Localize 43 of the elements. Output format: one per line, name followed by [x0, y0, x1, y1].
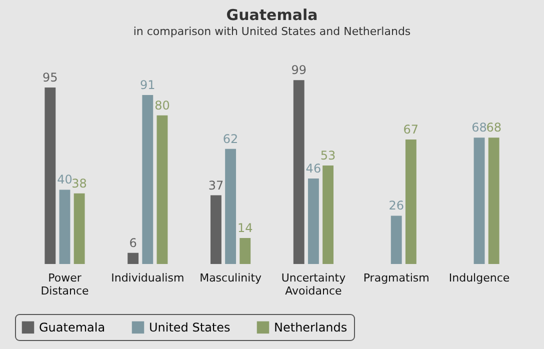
bar: [322, 166, 334, 264]
legend-label: Netherlands: [274, 320, 348, 334]
x-tick-label: Uncertainty Avoidance: [281, 272, 346, 298]
data-label: 91: [140, 78, 156, 92]
bar: [59, 190, 70, 264]
x-tick-label: Pragmatism: [363, 272, 430, 284]
chart-title: Guatemala: [226, 6, 318, 24]
data-label: 6: [129, 236, 137, 250]
bar: [156, 115, 168, 264]
legend-label: Guatemala: [39, 320, 106, 334]
chart-subtitle: in comparison with United States and Netherlands: [133, 25, 411, 38]
bar: [405, 140, 416, 264]
data-label: 14: [237, 220, 253, 235]
data-label: 46: [306, 162, 322, 176]
bar: [390, 216, 402, 264]
bar: [74, 193, 85, 264]
data-label: 53: [320, 148, 336, 163]
data-label: 68: [486, 120, 502, 135]
bar: [225, 148, 236, 264]
data-label: 26: [388, 198, 404, 213]
data-label: 37: [208, 178, 224, 192]
data-label: 95: [42, 70, 58, 85]
x-tick-label: Masculinity: [200, 272, 262, 284]
bar: [44, 88, 56, 264]
bar: [240, 238, 251, 264]
data-label: 38: [72, 176, 87, 190]
data-label: 99: [291, 63, 307, 78]
x-tick-label: Individualism: [111, 272, 184, 284]
bar: [488, 138, 500, 264]
legend-label: United States: [149, 320, 230, 334]
x-tick-label: Indulgence: [448, 272, 510, 284]
x-tick-label: Power Distance: [40, 272, 90, 298]
data-label: 62: [222, 132, 238, 146]
bar: [142, 94, 154, 264]
data-label: 68: [472, 120, 487, 135]
bar: [210, 195, 222, 264]
data-label: 80: [154, 98, 170, 112]
bar: [293, 80, 304, 264]
bar: [308, 178, 319, 264]
data-label: 40: [57, 172, 72, 187]
bar: [474, 138, 485, 264]
bar: [128, 252, 139, 264]
data-label: 67: [403, 122, 419, 137]
